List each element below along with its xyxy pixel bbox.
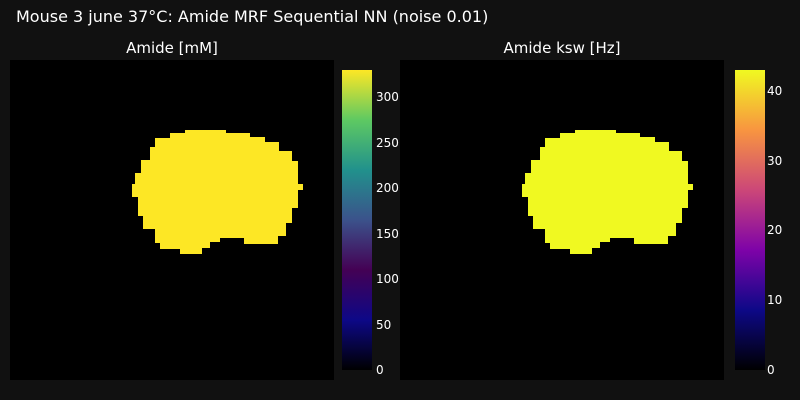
- amide-concentration-heatmap: [10, 60, 334, 380]
- amide-ksw-heatmap: [400, 60, 724, 380]
- colorbar-tick-label: 300: [376, 90, 399, 105]
- colorbar-tick-label: 200: [376, 181, 399, 196]
- colorbar-tick-label: 20: [767, 223, 783, 238]
- colorbar-tick-label: 50: [376, 317, 392, 332]
- amide-ksw-region: [522, 130, 693, 254]
- amide-concentration-region: [132, 130, 303, 254]
- amide-concentration-colorbar-gradient: [342, 70, 372, 370]
- amide-ksw-colorbar-gradient: [735, 70, 765, 370]
- figure-title: Mouse 3 june 37°C: Amide MRF Sequential …: [16, 7, 489, 26]
- amide-concentration-title: Amide [mM]: [126, 39, 218, 57]
- colorbar-tick-label: 150: [376, 226, 399, 241]
- colorbar-tick-label: 100: [376, 272, 399, 287]
- amide-concentration-colorbar-ticks: 0 50 100 150 200 250 300: [376, 70, 416, 377]
- colorbar-tick-label: 40: [767, 83, 783, 98]
- colorbar-tick-label: 0: [767, 363, 775, 377]
- amide-ksw-colorbar: [735, 70, 765, 370]
- amide-concentration-colorbar: [342, 70, 372, 370]
- amide-ksw-title: Amide ksw [Hz]: [503, 39, 621, 57]
- amide-ksw-colorbar-ticks: 0 10 20 30 40: [767, 70, 800, 377]
- colorbar-tick-label: 0: [376, 363, 384, 377]
- colorbar-tick-label: 30: [767, 153, 783, 168]
- colorbar-tick-label: 10: [767, 293, 783, 308]
- colorbar-tick-label: 250: [376, 135, 399, 150]
